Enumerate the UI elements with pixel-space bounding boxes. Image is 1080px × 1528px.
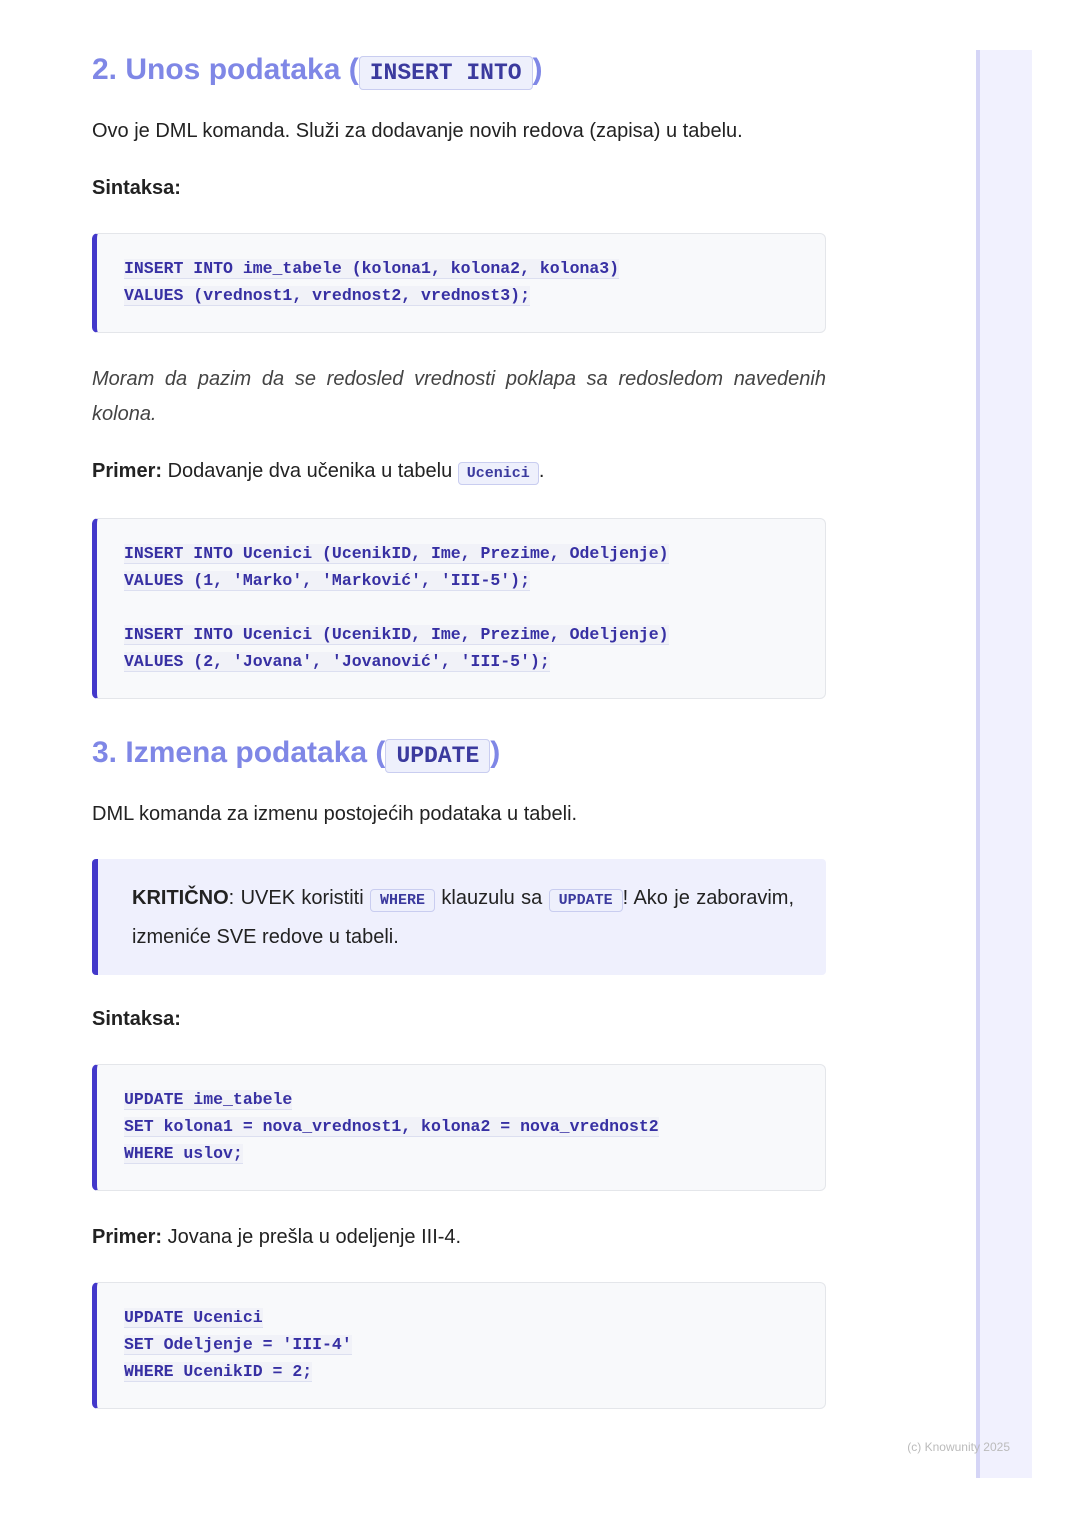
text: 3. Izmena podataka ( <box>92 736 386 769</box>
code-line: UPDATE ime_tabele <box>124 1086 805 1113</box>
code-text: WHERE UcenikID = 2; <box>124 1362 313 1382</box>
code-text: VALUES (2, 'Jovana', 'Jovanović', 'III-5… <box>124 652 550 672</box>
code-line: VALUES (vrednost1, vrednost2, vrednost3)… <box>124 282 805 309</box>
code-text: UPDATE ime_tabele <box>124 1090 293 1110</box>
paragraph: Ovo je DML komanda. Služi za dodavanje n… <box>92 114 826 149</box>
code-text: SET kolona1 = nova_vrednost1, kolona2 = … <box>124 1117 659 1137</box>
heading: 3. Izmena podataka (UPDATE) <box>92 733 826 776</box>
code-line: VALUES (2, 'Jovana', 'Jovanović', 'III-5… <box>124 648 805 675</box>
footer: (c) Knowunity 2025 <box>907 1440 1010 1454</box>
bold-text: KRITIČNO <box>132 887 229 909</box>
code-text: INSERT INTO Ucenici (UcenikID, Ime, Prez… <box>124 544 669 564</box>
content: 2. Unos podataka (INSERT INTO) Ovo je DML… <box>92 50 826 1438</box>
text: DML komanda za izmenu postojećih podatak… <box>92 803 578 825</box>
bold-text: Primer: <box>92 1226 163 1248</box>
code-line: VALUES (1, 'Marko', 'Marković', 'III-5')… <box>124 567 805 594</box>
paragraph: Primer: Dodavanje dva učenika u tabelu U… <box>92 454 826 491</box>
inline-code: Ucenici <box>457 462 539 485</box>
code-line: SET Odeljenje = 'III-4' <box>124 1331 805 1358</box>
code-text: UPDATE Ucenici <box>124 1308 263 1328</box>
text: Moram da pazim da se redosled vrednosti … <box>92 368 826 425</box>
code-line: INSERT INTO Ucenici (UcenikID, Ime, Prez… <box>124 540 805 567</box>
paragraph: Sintaksa: <box>92 171 826 206</box>
note: Moram da pazim da se redosled vrednosti … <box>92 362 826 432</box>
text: ) <box>532 53 543 86</box>
paragraph: Primer: Jovana je prešla u odeljenje III… <box>92 1220 826 1255</box>
bold-text: Sintaksa: <box>92 177 181 199</box>
inline-code: INSERT INTO <box>358 56 533 90</box>
code-line: WHERE UcenikID = 2; <box>124 1358 805 1385</box>
code-line: UPDATE Ucenici <box>124 1304 805 1331</box>
code-block: INSERT INTO Ucenici (UcenikID, Ime, Prez… <box>92 518 826 699</box>
paragraph: DML komanda za izmenu postojećih podatak… <box>92 797 826 832</box>
bold-text: Primer: <box>92 460 163 482</box>
text: : UVEK koristiti <box>228 887 370 909</box>
code-line: WHERE uslov; <box>124 1140 805 1167</box>
inline-code: WHERE <box>370 889 436 912</box>
code-text: SET Odeljenje = 'III-4' <box>124 1335 352 1355</box>
code-text: VALUES (1, 'Marko', 'Marković', 'III-5')… <box>124 571 530 591</box>
code-text: INSERT INTO Ucenici (UcenikID, Ime, Prez… <box>124 625 669 645</box>
text: 2. Unos podataka ( <box>92 53 359 86</box>
text: Jovana je prešla u odeljenje III-4. <box>162 1226 462 1248</box>
callout: KRITIČNO: UVEK koristiti WHERE klauzulu … <box>92 859 826 975</box>
heading: 2. Unos podataka (INSERT INTO) <box>92 50 826 93</box>
code-block: UPDATE Ucenici SET Odeljenje = 'III-4' WHE… <box>92 1282 826 1409</box>
text: ! Ako je zaboravim, izmeniće SVE redove … <box>132 887 795 948</box>
code-line: SET kolona1 = nova_vrednost1, kolona2 = … <box>124 1113 805 1140</box>
code-text: WHERE uslov; <box>124 1144 243 1164</box>
text: ) <box>490 736 501 769</box>
text: . <box>538 460 545 482</box>
text: klauzulu sa <box>435 887 549 909</box>
code-text: VALUES (vrednost1, vrednost2, vrednost3)… <box>124 286 530 306</box>
text: Ovo je DML komanda. Služi za dodavanje n… <box>92 120 743 142</box>
blank-line <box>124 594 805 621</box>
bold-text: Sintaksa: <box>92 1008 181 1030</box>
code-block: UPDATE ime_tabele SET kolona1 = nova_vred… <box>92 1064 826 1191</box>
inline-code: UPDATE <box>548 889 623 912</box>
inline-code: UPDATE <box>385 739 491 773</box>
code-line: INSERT INTO Ucenici (UcenikID, Ime, Prez… <box>124 621 805 648</box>
code-block: INSERT INTO ime_tabele (kolona1, kolona2… <box>92 233 826 333</box>
paragraph: Sintaksa: <box>92 1002 826 1037</box>
text: Dodavanje dva učenika u tabelu <box>162 460 458 482</box>
code-line: INSERT INTO ime_tabele (kolona1, kolona2… <box>124 255 805 282</box>
code-text: INSERT INTO ime_tabele (kolona1, kolona2… <box>124 259 620 279</box>
side-bar <box>976 50 1032 1478</box>
